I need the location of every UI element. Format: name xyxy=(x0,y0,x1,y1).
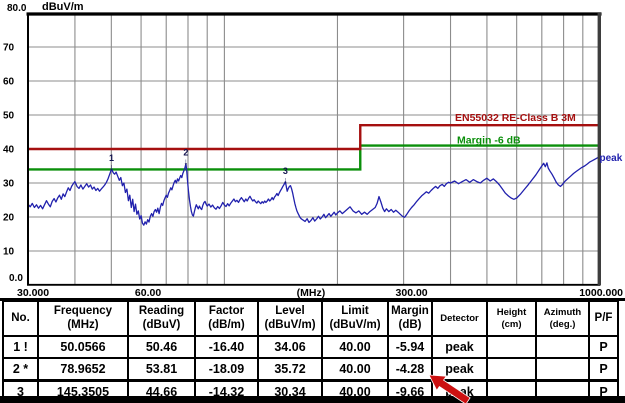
y-axis-tick: 40 xyxy=(3,145,15,156)
marker-number: 3 xyxy=(283,166,288,176)
cell-frequency: 50.0566 xyxy=(37,335,129,359)
col-header-label: P/F xyxy=(594,311,613,324)
col-header-label: Margin xyxy=(391,304,429,317)
x-axis-tick: 1000.000 xyxy=(579,287,623,299)
cell-detector: peak xyxy=(431,357,488,382)
col-header-label: Detector xyxy=(440,312,479,324)
marker-down-arrow-icon: ↓ xyxy=(184,157,189,167)
results-table: No. Frequency (MHz) Reading (dBuV) Factor (dB/… xyxy=(2,300,619,403)
marker-number: 1 xyxy=(109,153,114,163)
cell-azimuth xyxy=(535,335,590,359)
col-header-pf: P/F xyxy=(588,300,619,337)
col-header-azimuth: Azimuth (deg.) xyxy=(535,300,590,337)
col-header-reading: Reading (dBuV) xyxy=(127,300,196,337)
cell-no: 1 ! xyxy=(2,335,39,359)
col-header-frequency: Frequency (MHz) xyxy=(37,300,129,337)
col-header-label: Factor xyxy=(208,304,245,317)
col-header-factor: Factor (dB/m) xyxy=(194,300,259,337)
cell-frequency: 78.9652 xyxy=(37,357,129,382)
col-header-label: Height xyxy=(496,307,527,319)
results-table-wrap: No. Frequency (MHz) Reading (dBuV) Factor (dB/… xyxy=(2,300,619,403)
x-axis-tick: 30.000 xyxy=(17,287,49,299)
y-axis-tick: 70 xyxy=(3,43,15,54)
cell-height xyxy=(486,335,537,359)
cell-azimuth xyxy=(535,357,590,382)
col-header-limit: Limit (dBuV/m) xyxy=(321,300,389,337)
cell-pf: P xyxy=(588,335,619,359)
limit-line xyxy=(28,123,600,151)
cell-no: 2 * xyxy=(2,357,39,382)
x-axis-tick: (MHz) xyxy=(297,287,326,299)
margin-line xyxy=(28,144,600,171)
col-header-label: Limit xyxy=(341,304,369,317)
col-header-label: Level xyxy=(275,304,305,317)
cell-height xyxy=(486,357,537,382)
y-axis-tick: 0.0 xyxy=(9,273,23,284)
cell-level: 34.06 xyxy=(257,335,323,359)
col-header-unit: (dBuV/m) xyxy=(329,318,381,331)
y-axis-tick: 80.0 xyxy=(7,3,27,14)
y-axis-tick: 30 xyxy=(3,179,15,190)
cell-factor: -18.09 xyxy=(194,357,259,382)
col-header-unit: (dBuV) xyxy=(142,318,181,331)
cell-level: 35.72 xyxy=(257,357,323,382)
col-header-unit: (MHz) xyxy=(67,318,99,331)
col-header-no: No. xyxy=(2,300,39,337)
header-row: No. Frequency (MHz) Reading (dBuV) Factor (dB/… xyxy=(2,300,619,337)
cell-margin: -5.94 xyxy=(387,335,433,359)
col-header-label: Reading xyxy=(138,304,185,317)
cell-reading: 50.46 xyxy=(127,335,196,359)
x-axis-tick: 300.00 xyxy=(396,287,428,299)
col-header-unit: (dB) xyxy=(398,318,422,331)
divider-line xyxy=(0,298,625,301)
bottom-black-bar xyxy=(0,396,625,403)
margin-line-label: Margin -6 dB xyxy=(457,135,521,147)
marker-down-arrow-icon: ↓ xyxy=(109,162,114,172)
y-axis-tick: 20 xyxy=(3,213,15,224)
col-header-unit: (dBuV/m) xyxy=(264,318,316,331)
cell-reading: 53.81 xyxy=(127,357,196,382)
col-header-label: Frequency xyxy=(53,304,113,317)
y-axis-tick: 10 xyxy=(3,247,15,258)
x-axis-tick: 60.00 xyxy=(135,287,161,299)
cell-detector: peak xyxy=(431,335,488,359)
marker-number: 2 xyxy=(183,148,188,158)
cell-pf: P xyxy=(588,357,619,382)
trace-line xyxy=(27,155,601,226)
col-header-unit: (cm) xyxy=(501,318,522,330)
col-header-height: Height (cm) xyxy=(486,300,537,337)
limit-line-label: EN55032 RE-Class B 3M xyxy=(455,112,576,124)
trace-label: peak xyxy=(600,153,623,164)
y-axis-tick: 60 xyxy=(3,77,15,88)
col-header-margin: Margin (dB) xyxy=(387,300,433,337)
y-axis-tick: 50 xyxy=(3,111,15,122)
cell-margin: -4.28 xyxy=(387,357,433,382)
marker-down-arrow-icon: ↓ xyxy=(283,175,288,185)
cell-limit: 40.00 xyxy=(321,335,389,359)
cell-factor: -16.40 xyxy=(194,335,259,359)
table-row: 1 ! 50.0566 50.46 -16.40 34.06 40.00 -5.94 peak… xyxy=(2,335,619,359)
col-header-label: No. xyxy=(11,311,30,324)
col-header-level: Level (dBuV/m) xyxy=(257,300,323,337)
col-header-label: Azimuth xyxy=(543,307,582,319)
col-header-unit: (dB/m) xyxy=(208,318,245,331)
col-header-detector: Detector xyxy=(431,300,488,337)
cell-limit: 40.00 xyxy=(321,357,389,382)
col-header-unit: (deg.) xyxy=(549,318,576,330)
y-unit-label: dBuV/m xyxy=(42,1,84,13)
table-row: 2 * 78.9652 53.81 -18.09 35.72 40.00 -4.28 peak… xyxy=(2,357,619,382)
